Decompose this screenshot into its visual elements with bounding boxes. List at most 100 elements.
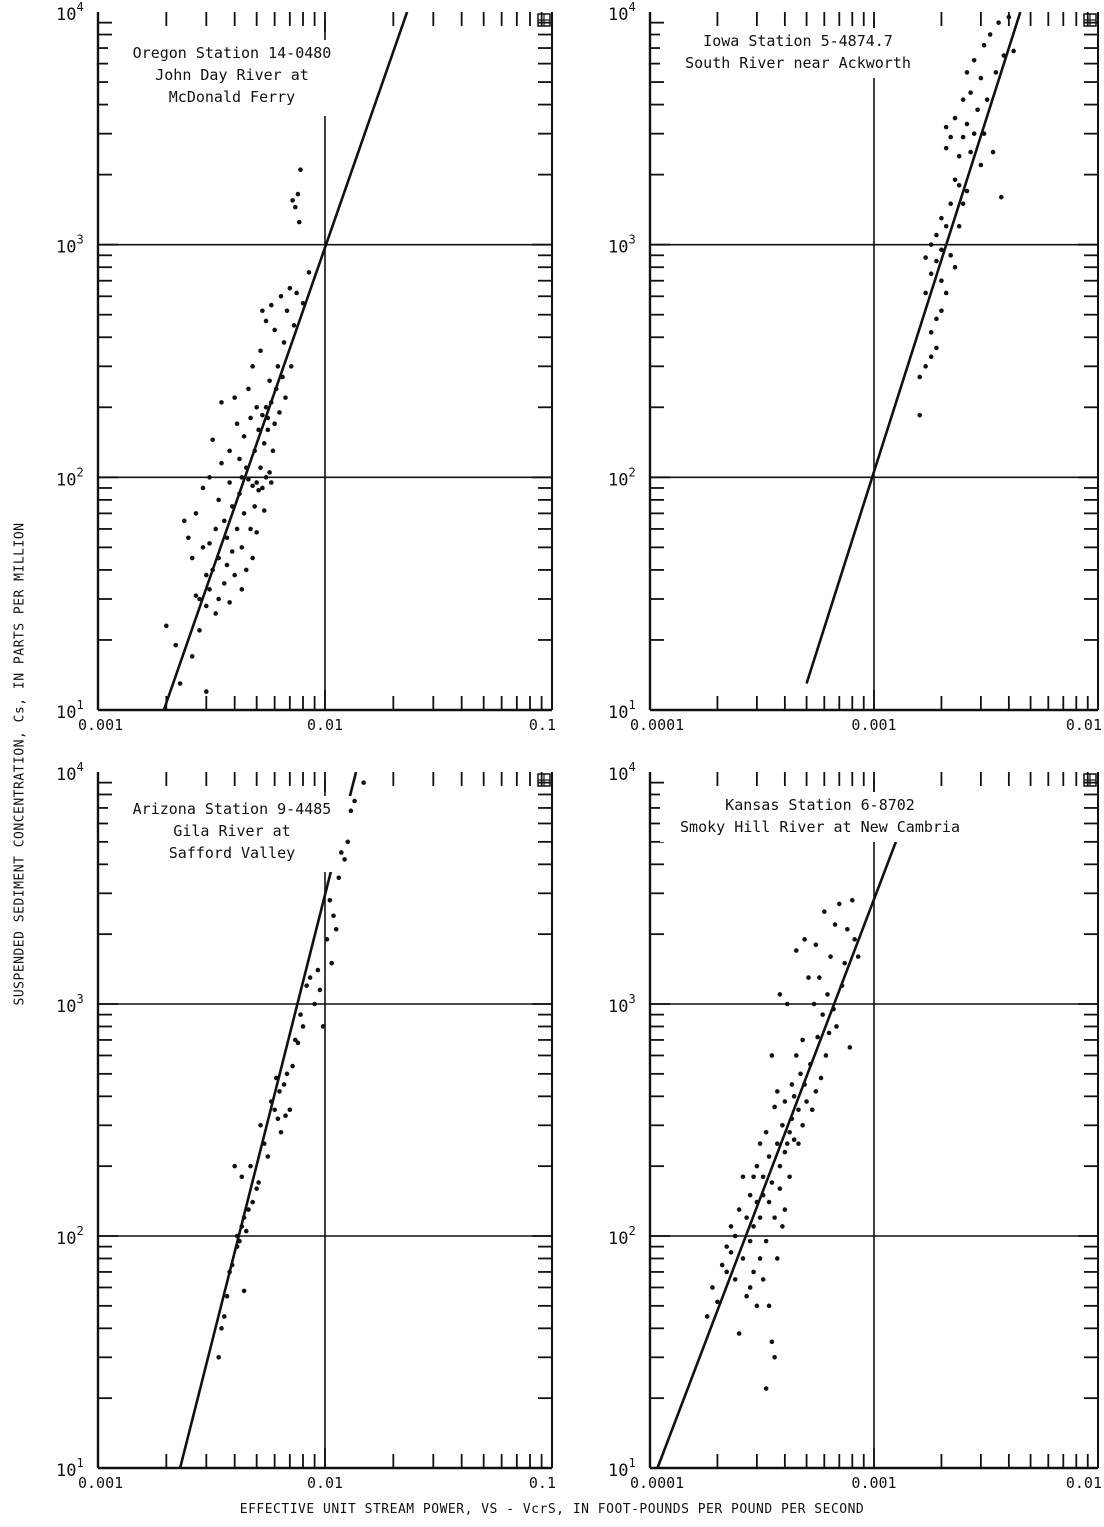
data-point: [948, 134, 954, 140]
data-point: [306, 270, 312, 275]
data-point: [839, 983, 845, 988]
chart-title-line: Gila River at: [173, 822, 290, 840]
data-point: [822, 909, 827, 914]
data-point: [263, 318, 269, 324]
x-tick-label: 0.01: [1066, 1474, 1102, 1492]
data-point: [327, 897, 333, 903]
data-point: [275, 1116, 281, 1122]
data-point: [820, 1012, 825, 1017]
data-point: [237, 491, 242, 497]
data-point: [757, 1256, 763, 1261]
data-point: [239, 587, 245, 592]
data-point: [1006, 14, 1012, 20]
data-point: [952, 115, 958, 121]
chart-title-line: Arizona Station 9-4485: [133, 800, 332, 818]
data-point: [823, 1053, 829, 1058]
data-point: [331, 913, 336, 919]
data-point: [769, 1180, 775, 1185]
data-point: [290, 198, 295, 203]
data-point: [281, 1082, 287, 1087]
y-tick-label: 103: [56, 233, 84, 258]
data-point: [956, 153, 962, 159]
regression-line: [805, 12, 1022, 684]
data-point: [772, 1215, 777, 1220]
data-point: [182, 518, 187, 524]
data-point: [241, 1288, 247, 1294]
x-tick-label: 0.01: [307, 1474, 343, 1492]
data-point: [928, 330, 934, 335]
data-point: [724, 1244, 730, 1249]
data-point: [234, 1233, 240, 1239]
data-point: [917, 374, 923, 380]
data-point: [831, 1006, 836, 1012]
data-point: [273, 386, 279, 392]
data-point: [981, 131, 987, 136]
data-point: [754, 1163, 760, 1169]
x-tick-label: 0.001: [78, 716, 123, 734]
regression-line: [178, 772, 358, 1468]
x-tick-label: 0.01: [1066, 716, 1102, 734]
data-point: [789, 1082, 795, 1087]
data-point: [923, 255, 928, 260]
data-point: [732, 1277, 738, 1282]
global-y-axis-label: SUSPENDED SEDIMENT CONCENTRATION, Cs, IN…: [12, 522, 28, 1006]
data-point: [784, 1141, 790, 1146]
data-point: [939, 247, 944, 253]
data-point: [246, 386, 251, 392]
data-point: [747, 1238, 753, 1244]
data-point: [246, 477, 251, 482]
data-point: [293, 204, 298, 210]
data-point: [216, 555, 221, 561]
data-point: [277, 1089, 282, 1094]
data-point: [774, 1089, 780, 1094]
data-point: [971, 58, 977, 63]
data-point: [339, 850, 344, 855]
data-point: [825, 992, 830, 997]
data-point: [826, 1030, 832, 1036]
data-point: [952, 264, 958, 270]
data-point: [934, 258, 939, 264]
data-point: [993, 70, 999, 75]
data-point: [943, 223, 949, 229]
y-tick-label: 103: [56, 992, 84, 1017]
data-point: [287, 285, 293, 291]
data-point: [273, 1075, 279, 1081]
data-point: [964, 70, 970, 75]
data-point: [277, 410, 282, 415]
data-point: [348, 808, 354, 814]
data-point: [241, 434, 247, 439]
data-point: [207, 475, 212, 480]
data-point: [740, 1174, 746, 1180]
data-point: [763, 1238, 769, 1244]
x-tick-label: 0.001: [78, 1474, 123, 1492]
data-point: [968, 90, 973, 95]
data-point: [186, 535, 191, 541]
data-point: [258, 348, 263, 354]
data-point: [278, 1129, 284, 1135]
data-point: [815, 1034, 820, 1040]
data-point: [250, 483, 255, 489]
data-point: [254, 480, 259, 485]
data-point: [817, 975, 822, 980]
data-point: [260, 485, 265, 491]
data-point: [197, 628, 202, 633]
data-point: [248, 526, 253, 532]
data-point: [719, 1262, 725, 1268]
data-point: [740, 1256, 746, 1261]
data-point: [189, 555, 195, 561]
data-point: [298, 1012, 303, 1017]
data-point: [270, 448, 276, 454]
data-point: [956, 223, 962, 229]
data-point: [744, 1215, 749, 1220]
data-point: [173, 642, 179, 648]
data-point: [200, 545, 206, 550]
data-point: [272, 421, 277, 427]
y-tick-label: 102: [608, 465, 636, 490]
data-point: [312, 1001, 317, 1007]
data-point: [806, 975, 811, 980]
data-point: [224, 562, 230, 568]
data-point: [304, 983, 309, 988]
data-point: [939, 215, 944, 221]
data-point: [981, 42, 987, 48]
data-point: [324, 937, 330, 942]
